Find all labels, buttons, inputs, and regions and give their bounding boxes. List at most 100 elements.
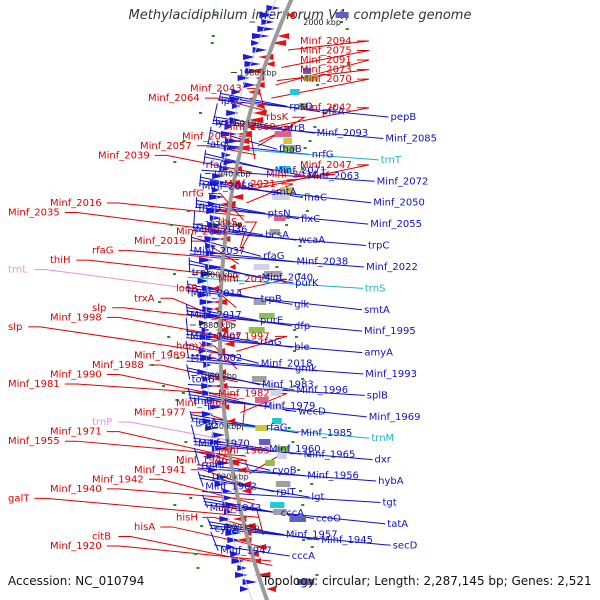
label-minf-2014: Minf_2014 xyxy=(191,289,243,300)
gc-mark xyxy=(286,217,290,219)
leader-line xyxy=(198,183,372,204)
leader-line xyxy=(204,156,306,177)
label-rfag: rfaG xyxy=(266,423,288,434)
annotation-block xyxy=(265,383,276,389)
reverse-gene-arrow xyxy=(265,61,275,67)
label-this: thiS xyxy=(218,217,237,228)
tick-label: 1860 kbp xyxy=(199,372,237,381)
gc-mark xyxy=(176,357,180,359)
leader-line xyxy=(199,477,310,498)
label-minf-1996: Minf_1996 xyxy=(296,385,348,396)
gc-mark xyxy=(346,63,350,65)
annotation-block xyxy=(253,264,270,270)
leader-line xyxy=(112,307,237,322)
label-cira: cirA xyxy=(218,503,237,514)
label-trxa: trxA xyxy=(134,293,155,304)
label-rfag: rfaG xyxy=(263,251,285,262)
annotation-block xyxy=(302,68,312,74)
gc-mark xyxy=(287,427,291,429)
gc-mark xyxy=(189,497,193,499)
gc-mark xyxy=(293,350,297,352)
forward-gene-arrow xyxy=(199,334,217,340)
leader-line xyxy=(201,169,375,182)
leader-line xyxy=(187,276,363,289)
reverse-gene-arrow xyxy=(245,124,255,130)
leader-line xyxy=(249,173,335,186)
reverse-gene-arrow xyxy=(237,467,247,473)
leader-line xyxy=(28,326,237,357)
label-minf-2094: Minf_2094 xyxy=(300,36,352,47)
label-rfag: rfaG xyxy=(260,337,282,348)
label-bcsa: bcsA xyxy=(265,230,289,241)
gc-mark xyxy=(173,161,177,163)
reverse-gene-arrow xyxy=(252,110,267,116)
leader-line xyxy=(185,337,363,354)
label-minf-2007: Minf_2007 xyxy=(190,332,242,343)
forward-gene-arrow xyxy=(261,19,275,25)
leader-line xyxy=(34,497,259,518)
gc-mark xyxy=(300,196,304,198)
label-minf-2063: Minf_2063 xyxy=(308,171,360,182)
label-minf-1993: Minf_1993 xyxy=(365,369,417,380)
leader-line xyxy=(106,316,237,339)
annotation-block xyxy=(273,215,286,221)
label-lgt: lgt xyxy=(311,492,324,503)
forward-gene-arrow xyxy=(229,96,243,102)
label-minf-1977: Minf_1977 xyxy=(134,408,186,419)
gc-mark xyxy=(175,399,179,401)
tick-label: 1980 kbp xyxy=(239,69,277,78)
reverse-gene-arrow xyxy=(271,40,287,46)
gc-mark xyxy=(310,546,314,548)
leader-line xyxy=(193,447,200,466)
gc-mark xyxy=(280,448,284,450)
leader-line xyxy=(106,545,272,562)
annotation-block xyxy=(298,103,307,109)
gc-mark xyxy=(316,84,320,86)
forward-gene-arrow xyxy=(198,348,207,354)
label-pepb: pepB xyxy=(391,112,417,123)
gc-mark xyxy=(169,350,173,352)
label-minf-1964: Minf_1964 xyxy=(176,398,228,409)
inner-ring xyxy=(205,0,277,600)
forward-gene-arrow xyxy=(231,103,241,109)
forward-gene-arrow xyxy=(257,26,275,32)
label-trnt: trnT xyxy=(381,155,402,166)
leader-line xyxy=(257,116,307,147)
gc-mark xyxy=(187,210,191,212)
gc-mark xyxy=(196,567,200,569)
forward-gene-arrow xyxy=(209,180,226,186)
leader-line xyxy=(209,527,391,546)
gc-mark xyxy=(293,385,297,387)
leader-line xyxy=(258,126,294,143)
annotation-block xyxy=(270,502,285,508)
annotation-block xyxy=(276,453,287,459)
annotation-block xyxy=(335,12,349,18)
label-minf-1947: Minf_1947 xyxy=(220,546,272,557)
label-minf-2047: Minf_2047 xyxy=(300,160,352,171)
label-minf-2002: Minf_2002 xyxy=(191,353,243,364)
gc-mark xyxy=(291,441,295,443)
label-hish: hisH xyxy=(176,512,198,523)
gc-mark xyxy=(305,210,309,212)
forward-gene-arrow xyxy=(243,54,256,60)
reverse-gene-arrow xyxy=(248,68,264,74)
leader-line xyxy=(64,440,247,457)
label-nrfg: nrfG xyxy=(312,150,334,161)
label-hyba: hybA xyxy=(378,476,404,487)
label-minf-2072: Minf_2072 xyxy=(377,176,429,187)
label-minf-2041: Minf_2041 xyxy=(182,131,234,142)
forward-gene-arrow xyxy=(243,82,256,88)
annotation-block xyxy=(264,271,282,277)
leader-line xyxy=(191,230,366,247)
leader-line xyxy=(207,126,212,144)
label-minf-2057: Minf_2057 xyxy=(140,141,192,152)
reverse-gene-arrow xyxy=(210,334,221,340)
gc-mark xyxy=(303,147,307,149)
reverse-gene-arrow xyxy=(230,194,244,200)
label-minf-1981: Minf_1981 xyxy=(8,379,60,390)
leader-line xyxy=(64,212,243,235)
forward-gene-arrow xyxy=(237,75,250,81)
forward-gene-arrow xyxy=(231,558,245,564)
label-minf-1942: Minf_1942 xyxy=(92,474,144,485)
